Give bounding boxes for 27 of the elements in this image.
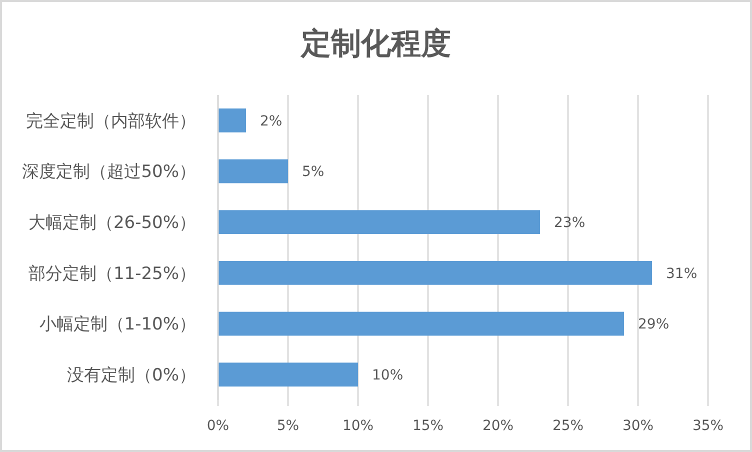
x-tick-label: 25% — [552, 418, 584, 434]
bar — [218, 108, 246, 132]
chart-title: 定制化程度 — [300, 26, 451, 62]
x-tick-label: 35% — [692, 418, 724, 434]
x-tick-label: 5% — [276, 418, 300, 434]
bar — [218, 362, 358, 387]
data-label: 29% — [638, 316, 670, 333]
y-tick-label: 部分定制（11-25%） — [28, 264, 196, 284]
bar — [218, 312, 624, 336]
data-label: 10% — [372, 367, 404, 384]
y-tick-label: 没有定制（0%） — [67, 366, 196, 386]
bar — [218, 210, 540, 234]
x-tick-label: 15% — [412, 418, 444, 434]
x-tick-label: 30% — [622, 418, 654, 434]
bar — [218, 159, 288, 184]
x-tick-label: 20% — [482, 418, 514, 434]
x-tick-label: 0% — [206, 418, 230, 434]
y-tick-label: 深度定制（超过50%） — [22, 162, 196, 182]
y-tick-label: 大幅定制（26-50%） — [28, 213, 196, 234]
y-tick-label: 小幅定制（1-10%） — [39, 314, 196, 335]
bar — [218, 260, 652, 285]
x-tick-label: 10% — [342, 418, 374, 434]
y-tick-label: 完全定制（内部软件） — [26, 111, 196, 132]
data-label: 5% — [302, 164, 324, 180]
data-label: 23% — [554, 214, 586, 231]
data-label: 31% — [666, 266, 698, 282]
data-label: 2% — [260, 113, 282, 130]
